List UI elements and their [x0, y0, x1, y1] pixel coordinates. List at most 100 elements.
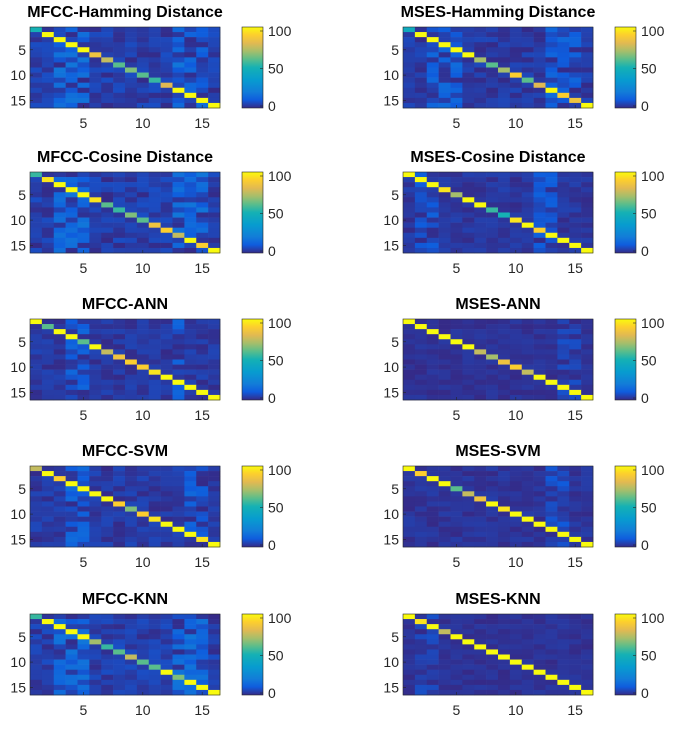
heatmap-cell	[148, 72, 161, 78]
heatmap-cell	[184, 481, 197, 487]
heatmap-cell	[486, 242, 499, 249]
heatmap-cell	[125, 664, 138, 670]
heatmap-cell	[30, 52, 43, 58]
heatmap-cell	[509, 319, 523, 325]
heatmap-cell	[184, 82, 197, 89]
x-tick-label: 15	[194, 554, 210, 570]
heatmap-cell	[53, 172, 66, 178]
heatmap-cell	[30, 526, 43, 533]
heatmap-cell	[414, 72, 428, 78]
heatmap-cell	[474, 541, 487, 548]
heatmap-cell	[462, 511, 475, 517]
heatmap-cell	[208, 172, 221, 178]
heatmap-cell	[426, 526, 439, 533]
heatmap-cell	[486, 359, 499, 365]
heatmap-cell	[41, 177, 55, 183]
heatmap-cell	[125, 247, 138, 254]
heatmap-cell	[89, 501, 102, 507]
heatmap-cell	[208, 237, 221, 244]
heatmap-cell	[533, 374, 546, 381]
heatmap-cell	[426, 187, 439, 193]
heatmap-cell	[581, 669, 594, 676]
heatmap-cell	[581, 486, 594, 492]
heatmap-cell	[101, 82, 114, 89]
heatmap-cell	[160, 481, 173, 487]
heatmap-cell	[41, 374, 55, 381]
colorbar-tick-label: 100	[641, 462, 665, 478]
heatmap-cell	[462, 389, 475, 396]
chart-title: MSES-KNN	[455, 591, 540, 608]
heatmap-cell	[533, 182, 546, 188]
heatmap-cell	[101, 349, 114, 355]
heatmap-cell	[89, 334, 102, 340]
heatmap-cell	[462, 634, 475, 640]
heatmap-cell	[414, 521, 428, 528]
heatmap-cell	[474, 614, 487, 620]
heatmap-cell	[414, 629, 428, 635]
heatmap-cell	[498, 207, 511, 213]
heatmap-cell	[403, 689, 416, 696]
heatmap-cell	[160, 222, 173, 228]
heatmap-cell	[89, 82, 102, 89]
heatmap-cell	[438, 614, 451, 620]
heatmap-cell	[462, 334, 475, 340]
heatmap-cell	[509, 674, 523, 681]
heatmap-cell	[569, 471, 582, 477]
heatmap-cell	[498, 329, 511, 335]
heatmap-cell	[136, 87, 150, 94]
heatmap-cell	[148, 516, 161, 522]
heatmap-cell	[486, 649, 499, 655]
heatmap-cell	[581, 52, 594, 58]
heatmap-cell	[136, 67, 150, 73]
heatmap-cell	[77, 344, 90, 350]
heatmap-cell	[41, 526, 55, 533]
heatmap-cell	[545, 97, 558, 104]
heatmap-cell	[196, 324, 209, 330]
heatmap-cell	[509, 654, 523, 660]
heatmap-cell	[101, 634, 114, 640]
heatmap-cell	[65, 57, 78, 63]
heatmap-cell	[148, 476, 161, 482]
heatmap-cell	[148, 202, 161, 208]
heatmap-cell	[521, 476, 534, 482]
heatmap-cell	[438, 172, 451, 178]
heatmap-cell	[569, 684, 582, 691]
heatmap-cell	[474, 516, 487, 522]
heatmap-cell	[196, 649, 209, 655]
heatmap-cell	[172, 202, 185, 208]
heatmap-cell	[125, 511, 138, 517]
heatmap-cell	[462, 344, 475, 350]
heatmap-cell	[65, 476, 78, 482]
heatmap-cell	[486, 679, 499, 686]
heatmap-cell	[450, 187, 463, 193]
heatmap-cell	[581, 624, 594, 630]
heatmap-cell	[89, 87, 102, 94]
heatmap-cell	[557, 217, 570, 223]
heatmap-cell	[569, 87, 582, 94]
heatmap-cell	[450, 82, 463, 89]
heatmap-cell	[172, 379, 185, 386]
heatmap-cell	[89, 466, 102, 472]
heatmap-cell	[569, 669, 582, 676]
heatmap-cell	[533, 466, 546, 472]
heatmap-cell	[113, 481, 126, 487]
heatmap-cell	[53, 344, 66, 350]
heatmap-cell	[184, 344, 197, 350]
heatmap-cell	[533, 476, 546, 482]
heatmap-cell	[184, 349, 197, 355]
heatmap-cell	[30, 394, 43, 401]
heatmap-cell	[184, 319, 197, 325]
heatmap-cell	[509, 349, 523, 355]
heatmap-cell	[196, 379, 209, 386]
heatmap-cell	[545, 506, 558, 512]
heatmap-cell	[557, 659, 570, 665]
y-tick-label: 5	[18, 629, 26, 645]
heatmap-cell	[196, 242, 209, 249]
heatmap-cell	[498, 501, 511, 507]
heatmap-cell	[474, 37, 487, 43]
heatmap-cell	[438, 654, 451, 660]
heatmap-cell	[403, 349, 416, 355]
heatmap-cell	[426, 476, 439, 482]
heatmap-cell	[450, 227, 463, 234]
heatmap-cell	[101, 664, 114, 670]
